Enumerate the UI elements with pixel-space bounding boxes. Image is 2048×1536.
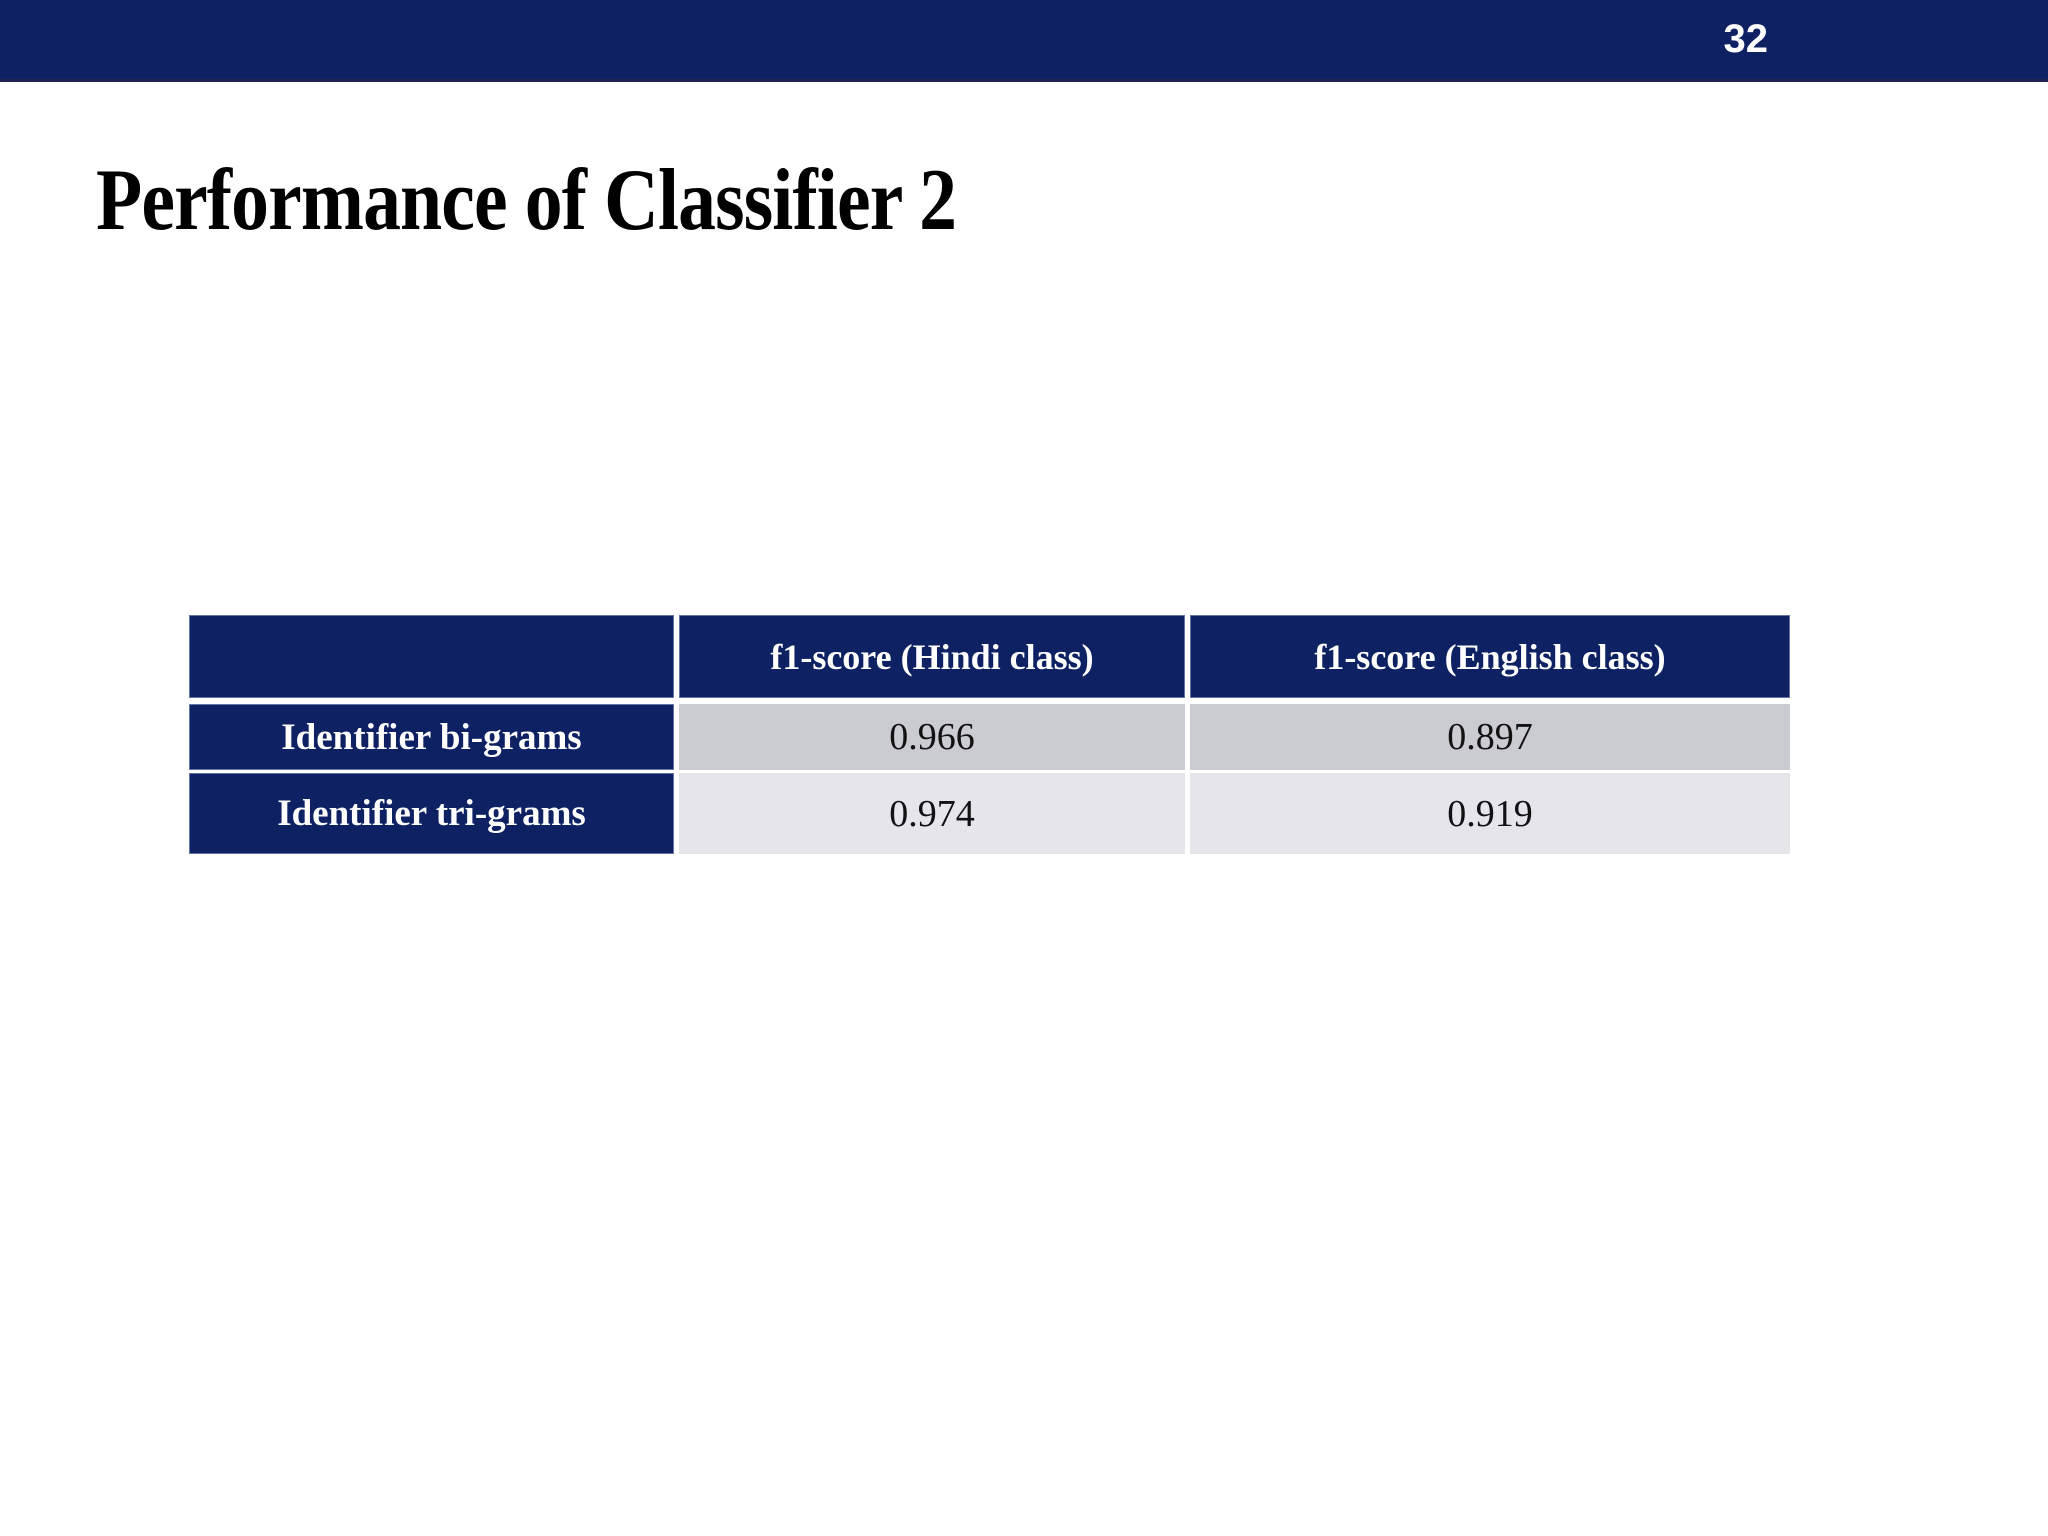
row-label-trigrams: Identifier tri-grams: [189, 773, 674, 854]
top-bar: [0, 0, 2048, 82]
slide-title: Performance of Classifier 2: [96, 152, 957, 249]
page-number: 32: [1723, 17, 1769, 61]
table-row-bigrams: Identifier bi-grams 0.966 0.897: [189, 704, 1790, 770]
header-cell-f1-hindi: f1-score (Hindi class): [679, 615, 1185, 698]
value-cell-trigrams-hindi: 0.974: [679, 773, 1185, 854]
results-table: f1-score (Hindi class) f1-score (English…: [189, 615, 1790, 854]
table-header-row: f1-score (Hindi class) f1-score (English…: [189, 615, 1790, 698]
row-label-bigrams: Identifier bi-grams: [189, 704, 674, 770]
value-cell-bigrams-english: 0.897: [1190, 704, 1790, 770]
value-cell-trigrams-english: 0.919: [1190, 773, 1790, 854]
header-cell-empty: [189, 615, 674, 698]
table-row-trigrams: Identifier tri-grams 0.974 0.919: [189, 773, 1790, 854]
header-cell-f1-english: f1-score (English class): [1190, 615, 1790, 698]
value-cell-bigrams-hindi: 0.966: [679, 704, 1185, 770]
